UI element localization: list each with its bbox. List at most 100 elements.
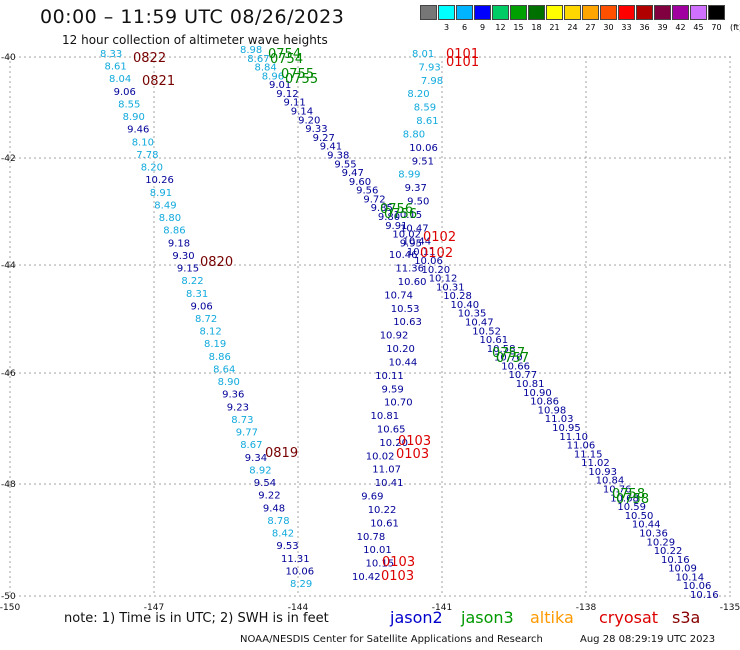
grid-dot — [729, 251, 731, 253]
grid-dot — [153, 551, 155, 553]
grid-dot — [585, 456, 587, 458]
grid-dot — [364, 157, 366, 159]
grid-dot — [729, 461, 731, 463]
grid-dot — [714, 372, 716, 374]
grid-dot — [669, 264, 671, 266]
wave-height-value: 10.44 — [389, 357, 418, 368]
grid-dot — [585, 206, 587, 208]
grid-dot — [269, 56, 271, 58]
grid-dot — [729, 166, 731, 168]
grid-dot — [709, 372, 711, 374]
grid-dot — [441, 431, 443, 433]
grid-dot — [9, 121, 11, 123]
grid-dot — [99, 56, 101, 58]
pass-time-label: 0819 — [265, 446, 298, 461]
grid-dot — [297, 76, 299, 78]
grid-dot — [409, 56, 411, 58]
grid-dot — [699, 264, 701, 266]
grid-dot — [724, 157, 726, 159]
grid-dot — [134, 157, 136, 159]
grid-dot — [649, 157, 651, 159]
grid-dot — [297, 216, 299, 218]
grid-dot — [585, 561, 587, 563]
grid-dot — [297, 536, 299, 538]
wave-height-value: 10.61 — [480, 335, 509, 346]
grid-dot — [153, 311, 155, 313]
grid-dot — [174, 372, 176, 374]
grid-dot — [585, 326, 587, 328]
grid-dot — [539, 595, 541, 597]
grid-dot — [204, 595, 206, 597]
grid-dot — [9, 336, 11, 338]
grid-dot — [153, 86, 155, 88]
grid-dot — [344, 264, 346, 266]
grid-dot — [441, 486, 443, 488]
grid-dot — [9, 271, 11, 273]
grid-dot — [729, 236, 731, 238]
grid-dot — [609, 56, 611, 58]
grid-dot — [297, 406, 299, 408]
legend-label: 15 — [513, 23, 524, 32]
grid-dot — [297, 556, 299, 558]
grid-dot — [679, 372, 681, 374]
grid-dot — [384, 264, 386, 266]
grid-dot — [609, 157, 611, 159]
grid-dot — [729, 81, 731, 83]
grid-dot — [629, 595, 631, 597]
grid-dot — [629, 264, 631, 266]
wave-height-value: 9.53 — [276, 541, 298, 552]
grid-dot — [239, 483, 241, 485]
grid-dot — [559, 56, 561, 58]
grid-dot — [441, 151, 443, 153]
wave-height-value: 10.50 — [625, 511, 654, 522]
grid-dot — [509, 372, 511, 374]
grid-dot — [289, 56, 291, 58]
grid-dot — [153, 306, 155, 308]
grid-dot — [729, 151, 731, 153]
grid-dot — [89, 56, 91, 58]
grid-dot — [729, 336, 731, 338]
grid-dot — [441, 201, 443, 203]
grid-dot — [64, 595, 66, 597]
grid-dot — [574, 157, 576, 159]
grid-dot — [74, 56, 76, 58]
grid-dot — [585, 236, 587, 238]
grid-dot — [219, 595, 221, 597]
grid-dot — [729, 281, 731, 283]
grid-dot — [297, 386, 299, 388]
grid-dot — [297, 436, 299, 438]
grid-dot — [484, 372, 486, 374]
grid-dot — [274, 264, 276, 266]
grid-dot — [384, 483, 386, 485]
grid-dot — [153, 151, 155, 153]
grid-dot — [441, 176, 443, 178]
grid-dot — [79, 483, 81, 485]
grid-dot — [9, 151, 11, 153]
grid-dot — [19, 483, 21, 485]
grid-dot — [729, 541, 731, 543]
grid-dot — [719, 372, 721, 374]
grid-dot — [684, 483, 686, 485]
grid-dot — [604, 157, 606, 159]
grid-dot — [359, 483, 361, 485]
grid-dot — [729, 576, 731, 578]
grid-dot — [519, 483, 521, 485]
grid-dot — [264, 157, 266, 159]
grid-dot — [199, 264, 201, 266]
grid-dot — [709, 264, 711, 266]
grid-dot — [585, 451, 587, 453]
grid-dot — [153, 581, 155, 583]
grid-dot — [559, 372, 561, 374]
grid-dot — [297, 546, 299, 548]
grid-dot — [585, 86, 587, 88]
grid-dot — [304, 595, 306, 597]
grid-dot — [297, 576, 299, 578]
grid-dot — [344, 595, 346, 597]
grid-dot — [153, 251, 155, 253]
grid-dot — [729, 561, 731, 563]
grid-dot — [589, 56, 591, 58]
grid-dot — [719, 56, 721, 58]
grid-dot — [189, 483, 191, 485]
grid-dot — [709, 595, 711, 597]
grid-dot — [441, 376, 443, 378]
